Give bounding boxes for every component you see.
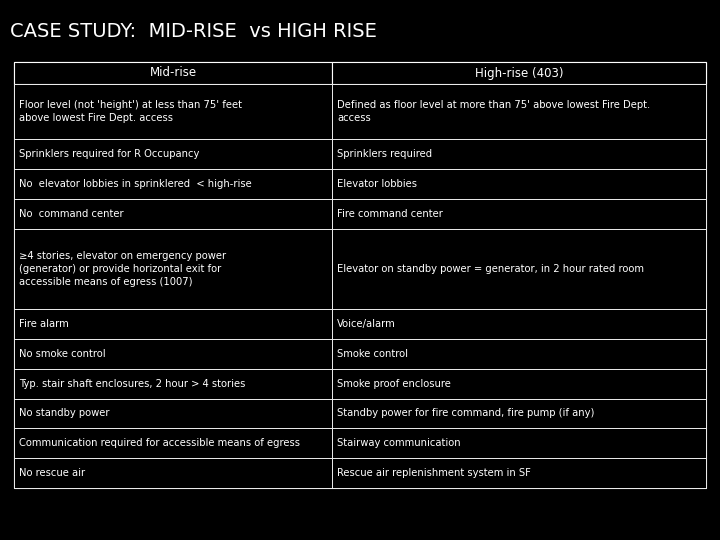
Text: Communication required for accessible means of egress: Communication required for accessible me…: [19, 438, 300, 448]
Bar: [333, 339, 706, 369]
Text: Smoke proof enclosure: Smoke proof enclosure: [337, 379, 451, 389]
Text: Smoke control: Smoke control: [337, 349, 408, 359]
Text: No  command center: No command center: [19, 208, 124, 219]
Bar: [333, 169, 706, 199]
Text: Fire alarm: Fire alarm: [19, 319, 68, 329]
Bar: [333, 84, 706, 139]
Bar: [333, 228, 706, 309]
Bar: [333, 428, 706, 458]
Bar: [333, 399, 706, 428]
Text: No smoke control: No smoke control: [19, 349, 106, 359]
Bar: [14, 62, 706, 488]
Bar: [333, 199, 706, 228]
Bar: [333, 139, 706, 169]
Text: No  elevator lobbies in sprinklered  < high-rise: No elevator lobbies in sprinklered < hig…: [19, 179, 252, 189]
Bar: [333, 369, 706, 399]
Bar: [14, 399, 333, 428]
Bar: [14, 339, 333, 369]
Text: CASE STUDY:  MID-RISE  vs HIGH RISE: CASE STUDY: MID-RISE vs HIGH RISE: [10, 22, 377, 41]
Bar: [14, 228, 333, 309]
Text: Standby power for fire command, fire pump (if any): Standby power for fire command, fire pum…: [337, 408, 595, 418]
Text: Elevator lobbies: Elevator lobbies: [337, 179, 418, 189]
Text: Mid-rise: Mid-rise: [150, 66, 197, 79]
Text: ≥4 stories, elevator on emergency power
(generator) or provide horizontal exit f: ≥4 stories, elevator on emergency power …: [19, 251, 226, 287]
Bar: [14, 458, 333, 488]
Text: No rescue air: No rescue air: [19, 468, 85, 478]
Text: Elevator on standby power = generator, in 2 hour rated room: Elevator on standby power = generator, i…: [337, 264, 644, 274]
Bar: [14, 428, 333, 458]
Bar: [14, 309, 333, 339]
Text: No standby power: No standby power: [19, 408, 109, 418]
Text: Typ. stair shaft enclosures, 2 hour > 4 stories: Typ. stair shaft enclosures, 2 hour > 4 …: [19, 379, 246, 389]
Text: Stairway communication: Stairway communication: [337, 438, 461, 448]
Bar: [14, 84, 333, 139]
Text: Defined as floor level at more than 75' above lowest Fire Dept.
access: Defined as floor level at more than 75' …: [337, 100, 651, 123]
Text: Rescue air replenishment system in SF: Rescue air replenishment system in SF: [337, 468, 531, 478]
Text: Voice/alarm: Voice/alarm: [337, 319, 396, 329]
Bar: [14, 62, 333, 84]
Text: Floor level (not 'height') at less than 75' feet
above lowest Fire Dept. access: Floor level (not 'height') at less than …: [19, 100, 242, 123]
Bar: [14, 369, 333, 399]
Bar: [333, 458, 706, 488]
Bar: [14, 169, 333, 199]
Text: High-rise (403): High-rise (403): [475, 66, 564, 79]
Bar: [14, 199, 333, 228]
Bar: [333, 309, 706, 339]
Bar: [14, 139, 333, 169]
Bar: [333, 62, 706, 84]
Text: Sprinklers required for R Occupancy: Sprinklers required for R Occupancy: [19, 149, 199, 159]
Text: Sprinklers required: Sprinklers required: [337, 149, 433, 159]
Text: Fire command center: Fire command center: [337, 208, 444, 219]
